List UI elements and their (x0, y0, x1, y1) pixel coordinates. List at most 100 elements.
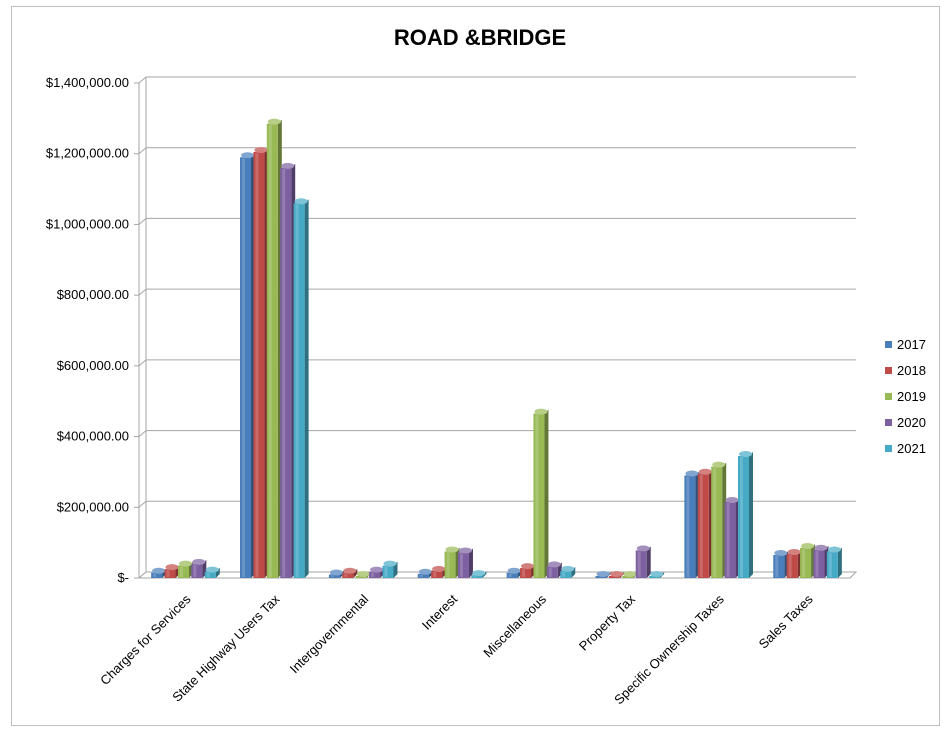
bar-highlight (548, 567, 552, 577)
bar-top (507, 567, 521, 574)
bar-front (520, 568, 532, 578)
bar-front (724, 501, 736, 578)
bar-highlight (522, 569, 526, 577)
bar (635, 545, 651, 578)
bar (813, 544, 829, 578)
legend: 2017 2018 2019 2020 2021 (885, 337, 926, 456)
bar-front (786, 553, 798, 578)
x-tick-label: Interest (419, 591, 461, 633)
bar-top (281, 162, 295, 169)
bar-highlight (815, 550, 819, 577)
legend-swatch (885, 341, 892, 348)
bar-top (241, 152, 255, 159)
bar (560, 565, 576, 578)
bar (546, 561, 562, 578)
bar-front (711, 466, 723, 578)
bar-highlight (242, 158, 246, 577)
bar-top (801, 542, 815, 549)
legend-label: 2020 (897, 415, 926, 430)
bar-highlight (535, 414, 539, 577)
bar-highlight (686, 476, 690, 577)
chart-canvas: ROAD &BRIDGE $- $200,000.00 $400,000.00 $60… (46, 25, 926, 707)
bar-top (370, 566, 384, 573)
legend-label: 2018 (897, 363, 926, 378)
bar-front (191, 563, 203, 578)
bar-highlight (637, 551, 641, 577)
bar-top (521, 563, 535, 570)
bar-top (774, 550, 788, 557)
gridline-diag (138, 500, 147, 508)
x-tick-label: Intergovernmental (287, 591, 372, 676)
chart-title: ROAD &BRIDGE (394, 25, 566, 50)
bar-top (267, 118, 281, 125)
bar-front (431, 570, 443, 578)
bar-front (417, 573, 429, 578)
y-axis-ticks: $- $200,000.00 $400,000.00 $600,000.00 $800,… (46, 75, 129, 585)
legend-label: 2021 (897, 441, 926, 456)
legend-swatch (885, 419, 892, 426)
bar-front (622, 576, 634, 578)
x-tick-label: Sales Taxes (756, 591, 816, 651)
bar-front (826, 551, 838, 578)
gridline-diag (138, 430, 147, 437)
bar-front (177, 565, 189, 578)
bar-highlight (802, 548, 806, 577)
bar-top (165, 564, 179, 571)
bar (177, 560, 193, 578)
bar (684, 470, 700, 578)
bar-highlight (282, 168, 286, 577)
bar-top (178, 560, 192, 567)
bar (328, 569, 344, 578)
legend-swatch (885, 445, 892, 452)
bar (191, 558, 207, 578)
bar (204, 566, 220, 578)
bar (533, 408, 549, 578)
legend-label: 2019 (897, 389, 926, 404)
bar-side (748, 452, 753, 578)
bar (697, 468, 713, 578)
bar-highlight (788, 554, 792, 577)
chart-frame: ROAD &BRIDGE $- $200,000.00 $400,000.00 $60… (11, 6, 940, 726)
bar-top (432, 565, 446, 572)
bar-highlight (268, 124, 272, 578)
gridline-diag (138, 147, 147, 155)
bar (773, 550, 789, 578)
bar-top (472, 570, 486, 577)
bar-top (827, 546, 841, 553)
bar-front (253, 151, 265, 579)
bar (164, 564, 180, 578)
bar-side (353, 568, 358, 578)
gridline-diag (138, 76, 147, 84)
bar-top (329, 569, 343, 576)
bar-side (544, 409, 549, 578)
bar-front (293, 203, 305, 578)
bar (457, 547, 473, 578)
bar-highlight (206, 572, 210, 577)
bar-side (339, 570, 344, 578)
bar-front (697, 473, 709, 578)
x-tick-label: Charges for Services (97, 591, 194, 688)
y-tick-label: $1,400,000.00 (46, 75, 129, 90)
bar (471, 570, 487, 578)
bar (649, 571, 665, 578)
bar (431, 565, 447, 578)
bar-highlight (179, 566, 183, 577)
y-tick-label: $- (117, 570, 129, 585)
legend-label: 2017 (897, 337, 926, 352)
bar-highlight (775, 556, 779, 577)
bar-highlight (330, 575, 334, 577)
bar-top (294, 198, 308, 205)
legend-swatch (885, 393, 892, 400)
bar-front (595, 576, 607, 578)
bar-front (560, 570, 572, 578)
bar-highlight (726, 502, 730, 577)
bar (595, 571, 611, 578)
y-tick-label: $1,000,000.00 (46, 216, 129, 231)
bar-top (698, 468, 712, 475)
y-tick-label: $600,000.00 (57, 358, 129, 373)
bar (737, 451, 753, 578)
bar-side (837, 547, 842, 578)
bar-highlight (384, 566, 388, 577)
bar (608, 571, 624, 578)
y-tick-label: $200,000.00 (57, 499, 129, 514)
